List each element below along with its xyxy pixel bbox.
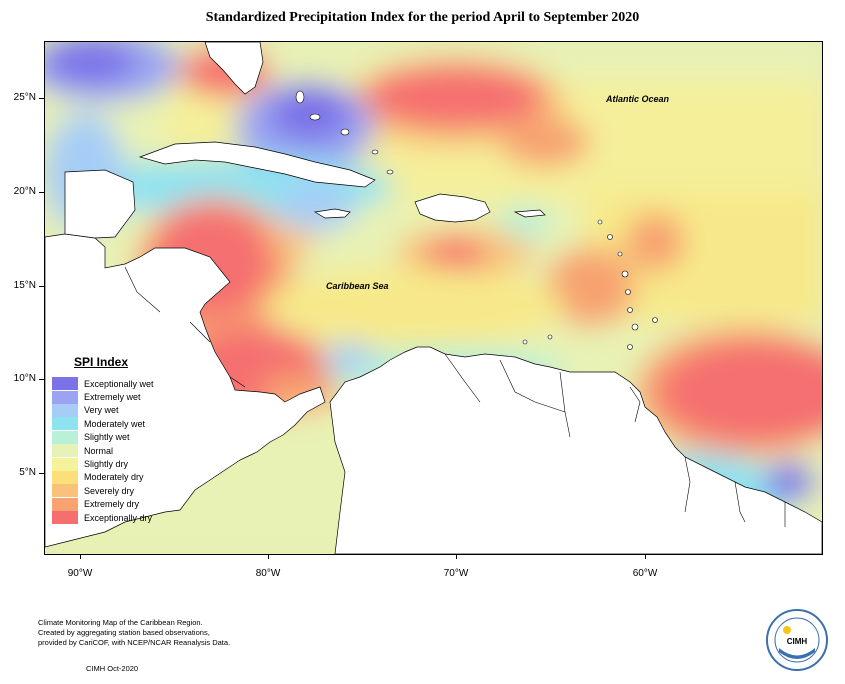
lon-label: 60°W — [632, 568, 658, 579]
lat-tick — [39, 286, 44, 287]
legend-label: Extremely wet — [84, 392, 141, 403]
lat-tick — [39, 98, 44, 99]
spi-legend: SPI Index Exceptionally wet Extremely we… — [52, 355, 172, 525]
lat-label: 15°N — [13, 280, 36, 291]
legend-swatch — [52, 417, 78, 431]
land — [45, 42, 822, 554]
legend-swatch — [52, 511, 78, 525]
logo-text: CIMH — [787, 637, 808, 646]
lon-tick — [645, 554, 646, 559]
lesser-antilles — [522, 219, 658, 350]
legend-label: Normal — [84, 445, 114, 456]
lat-tick — [39, 379, 44, 380]
legend-swatch — [52, 497, 78, 511]
legend-label: Slightly wet — [84, 432, 130, 443]
legend-items: Exceptionally wet Extremely wet Very wet… — [52, 377, 172, 525]
legend-swatch — [52, 470, 78, 484]
lat-label: 20°N — [13, 186, 36, 197]
legend-swatch — [52, 457, 78, 471]
lat-label: 10°N — [13, 373, 36, 384]
lon-label: 70°W — [443, 568, 469, 579]
legend-title: SPI Index — [74, 355, 129, 369]
footer-line: Created by aggregating station based obs… — [38, 628, 210, 637]
legend-item: Severely dry — [52, 484, 172, 498]
borders — [124, 266, 786, 527]
legend-item: Moderately wet — [52, 417, 172, 431]
legend-swatch — [52, 484, 78, 498]
lon-tick — [456, 554, 457, 559]
lon-label: 90°W — [67, 568, 93, 579]
legend-item: Slightly wet — [52, 430, 172, 444]
lat-tick — [39, 473, 44, 474]
footer-date: CIMH Oct-2020 — [86, 664, 139, 673]
legend-swatch — [52, 390, 78, 404]
legend-swatch — [52, 403, 78, 417]
footer-line: provided by CariCOF, with NCEP/NCAR Rean… — [38, 638, 231, 647]
legend-swatch — [52, 430, 78, 444]
legend-label: Moderately dry — [84, 472, 144, 483]
lon-label: 80°W — [255, 568, 281, 579]
bahamas — [295, 90, 394, 175]
legend-label: Exceptionally wet — [84, 378, 154, 389]
spi-map — [44, 41, 823, 555]
legend-item: Moderately dry — [52, 470, 172, 484]
lat-tick — [39, 192, 44, 193]
lat-label: 5°N — [19, 467, 36, 478]
legend-label: Moderately wet — [84, 418, 146, 429]
legend-item: Very wet — [52, 403, 172, 417]
sun-icon — [783, 626, 791, 634]
legend-item: Slightly dry — [52, 457, 172, 471]
legend-item: Extremely dry — [52, 497, 172, 511]
lat-label: 25°N — [13, 92, 36, 103]
footer-description: Climate Monitoring Map of the Caribbean … — [38, 618, 230, 648]
cimh-logo: CIMH — [766, 609, 828, 671]
atlantic-ocean-label: Atlantic Ocean — [606, 94, 670, 104]
map-title: Standardized Precipitation Index for the… — [205, 10, 640, 25]
legend-swatch — [52, 377, 78, 391]
legend-label: Severely dry — [84, 485, 135, 496]
legend-label: Extremely dry — [84, 499, 140, 510]
legend-item: Exceptionally dry — [52, 511, 172, 525]
lon-tick — [268, 554, 269, 559]
footer-line: Climate Monitoring Map of the Caribbean … — [38, 618, 203, 627]
caribbean-sea-label: Caribbean Sea — [326, 281, 389, 291]
legend-label: Very wet — [84, 405, 119, 416]
legend-swatch — [52, 444, 78, 458]
legend-item: Extremely wet — [52, 390, 172, 404]
spi-map-canvas — [45, 42, 822, 554]
legend-label: Slightly dry — [84, 459, 129, 470]
legend-item: Normal — [52, 444, 172, 458]
lon-tick — [80, 554, 81, 559]
legend-label: Exceptionally dry — [84, 512, 153, 523]
legend-item: Exceptionally wet — [52, 377, 172, 391]
